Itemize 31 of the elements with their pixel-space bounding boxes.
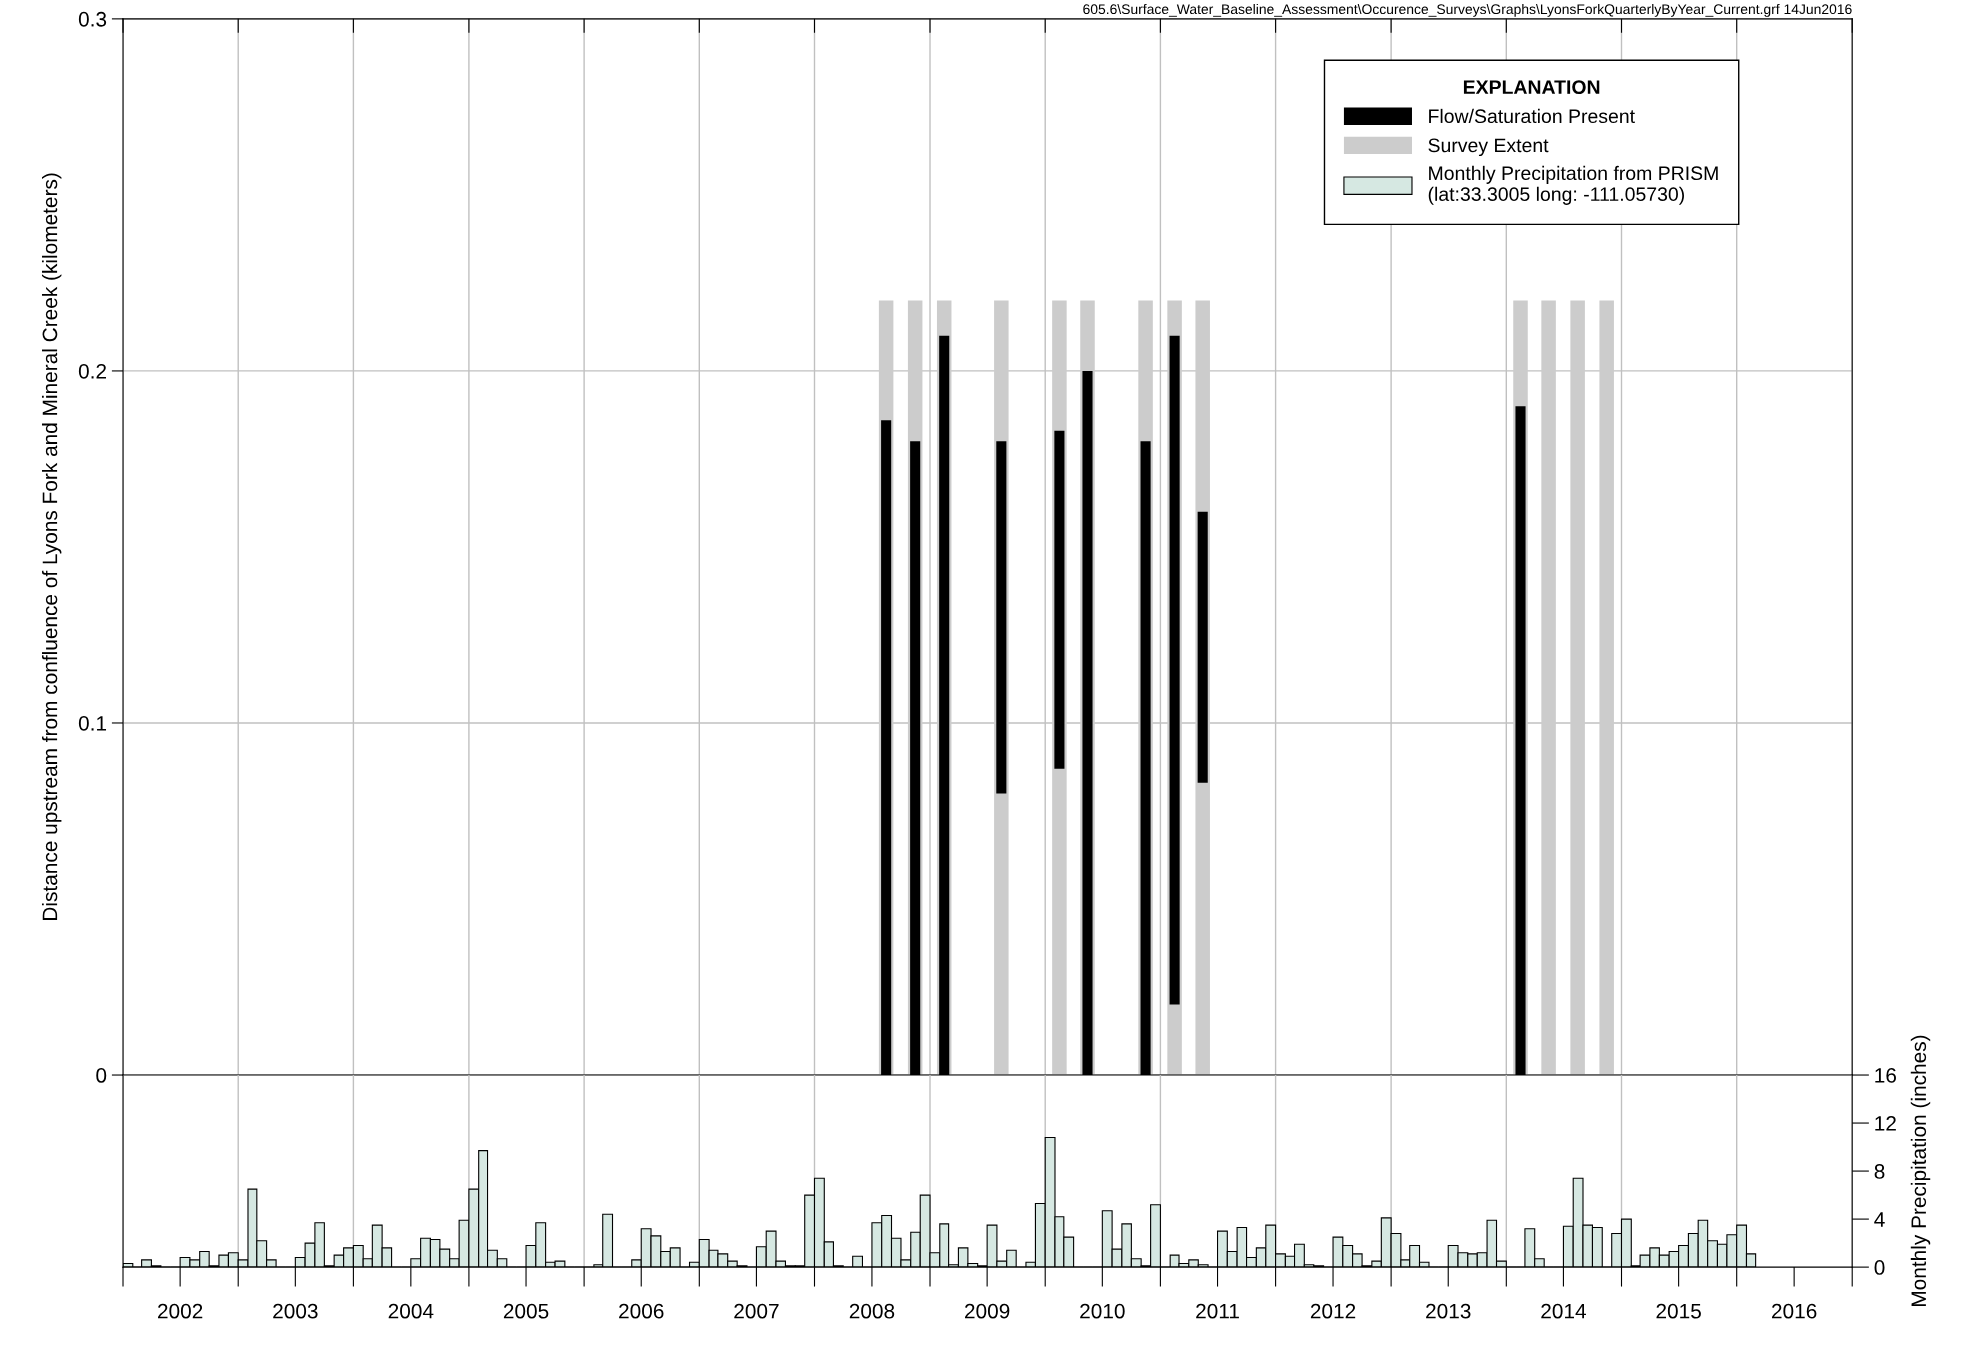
x-tick-label: 2012: [1310, 1303, 1356, 1319]
x-tick-label: 2014: [1541, 1303, 1586, 1319]
text: 605.6\Surface_Water_Baseline_Assessment\Occurence_Surveys\Graphs\LyonsForkQuarterlyByYear_Current.grf 14Jun2016: [1083, 3, 1852, 17]
x-tick-label: 2005: [503, 1303, 549, 1319]
x-tick-label: 2010: [1080, 1303, 1125, 1319]
y-tick-label: 8: [1874, 1164, 1885, 1179]
y-tick-label: 0: [96, 1068, 107, 1083]
x-tick-label: 2003: [273, 1303, 318, 1319]
x-tick-label: 2015: [1656, 1303, 1701, 1319]
x-tick-label: 2008: [849, 1303, 895, 1319]
x-tick-label: 2016: [1772, 1303, 1817, 1319]
y-axis-title: Distance upstream from confluence of Lyons Fork and Mineral Creek (kilometers): [41, 173, 62, 920]
legend-title: EXPLANATION: [1463, 80, 1600, 95]
x-tick-label: 2011: [1196, 1303, 1239, 1319]
legend-label: Flow/Saturation Present: [1429, 108, 1635, 124]
y-tick-label: 16: [1875, 1068, 1896, 1083]
y-tick-label: 4: [1874, 1212, 1885, 1227]
x-tick-label: 2002: [158, 1303, 203, 1319]
y-axis-title: Monthly Precipitation (inches): [1910, 1035, 1931, 1306]
y-tick-label: 12: [1875, 1116, 1896, 1131]
y-tick-label: 0: [1874, 1260, 1885, 1275]
legend-label: Monthly Precipitation from PRISM (lat:33.3005 long: -111.05730): [1428, 165, 1718, 205]
y-tick-label: 0.1: [78, 715, 107, 731]
x-tick-label: 2013: [1426, 1303, 1471, 1319]
x-tick-label: 2009: [965, 1303, 1010, 1319]
legend-label: Survey Extent: [1428, 138, 1549, 157]
x-tick-label: 2006: [619, 1303, 664, 1319]
y-tick-label: 0.2: [78, 363, 106, 379]
x-tick-label: 2007: [734, 1303, 779, 1319]
y-tick-label: 0.3: [78, 11, 107, 27]
x-tick-label: 2004: [388, 1303, 434, 1319]
